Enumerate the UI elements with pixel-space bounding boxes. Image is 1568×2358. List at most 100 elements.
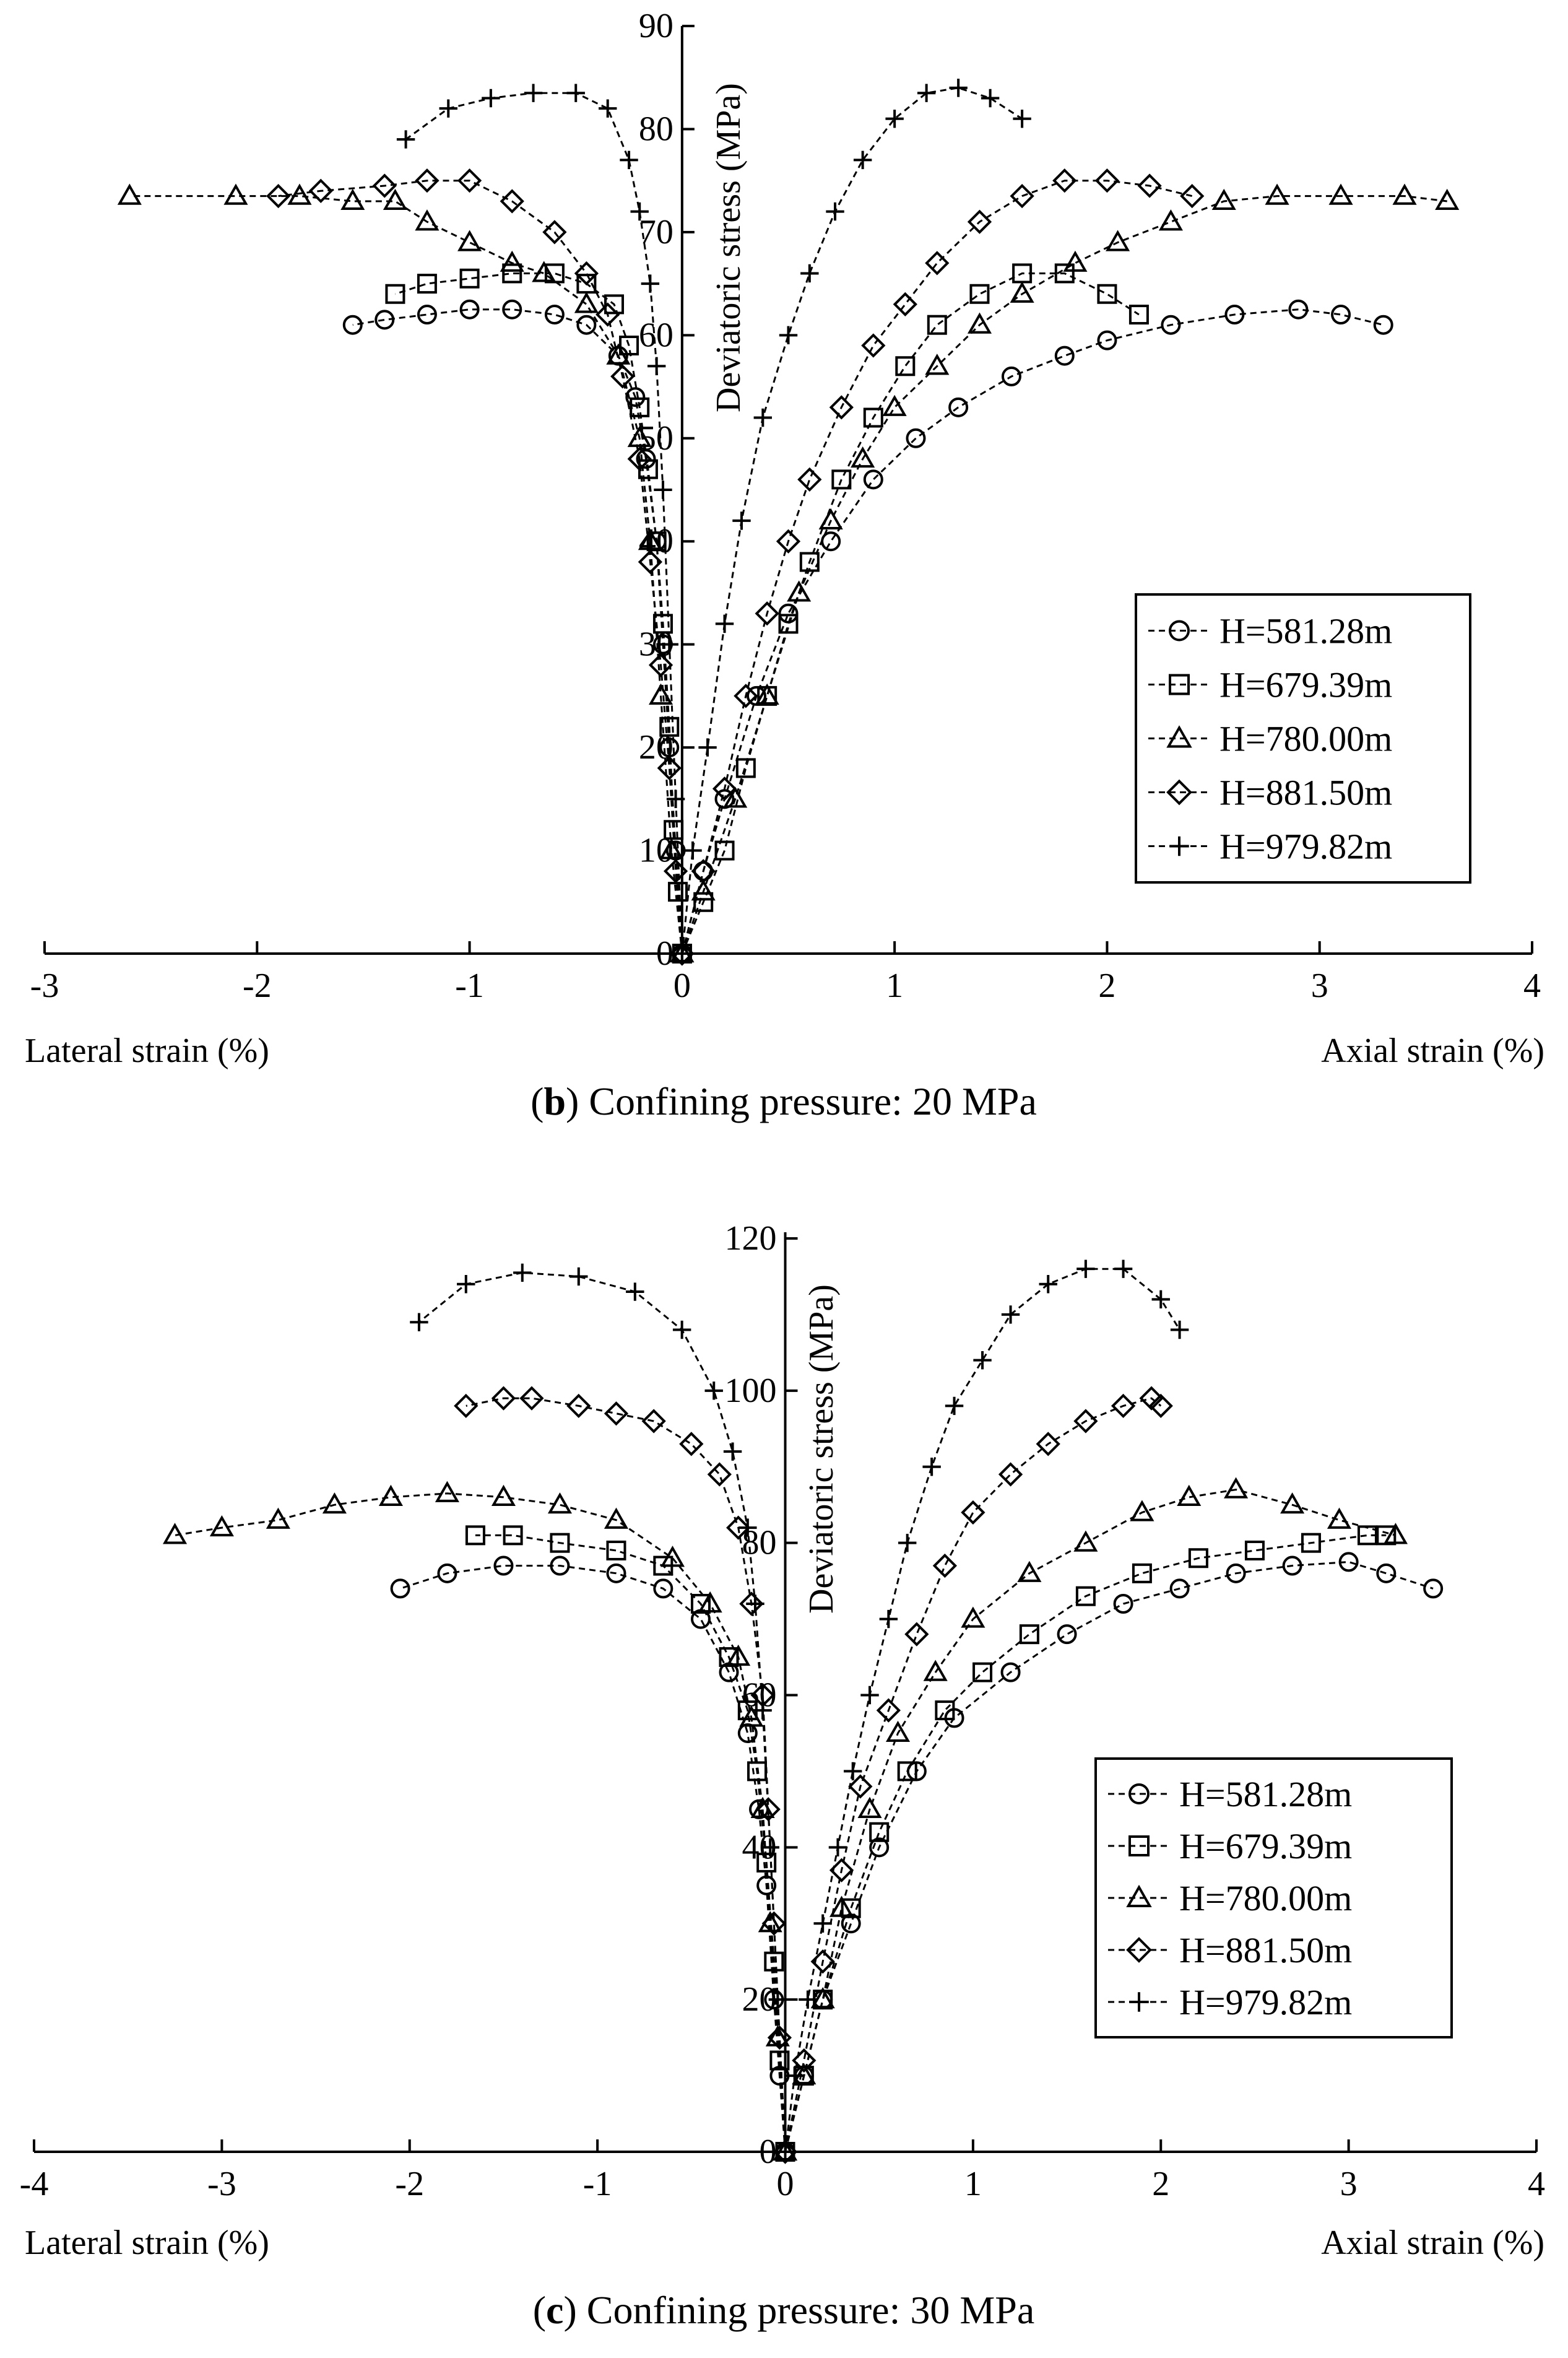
panel-b-lateral-point-square — [502, 263, 522, 284]
panel-b-axial-point-diamond — [1094, 168, 1120, 193]
panel-c-lateral-point-plus — [457, 1275, 475, 1294]
panel-c-lateral-point-plus — [513, 1263, 532, 1282]
panel-c-axial-point-plus — [898, 1533, 917, 1552]
panel-c-lateral-point-diamond — [707, 1462, 732, 1487]
panel-c-axial-point-square — [1075, 1586, 1096, 1606]
panel-c-y-tick-label: 120 — [725, 1219, 777, 1258]
panel-b-axial-point-square — [1054, 263, 1075, 284]
panel-c-lateral-point-diamond — [641, 1409, 666, 1434]
panel-b-caption-letter: b — [544, 1079, 566, 1123]
panel-c-axial-point-square — [869, 1822, 890, 1842]
panel-c-axial-point-circle — [1057, 1624, 1077, 1645]
panel-c-caption: (c) Confining pressure: 30 MPa — [533, 2288, 1035, 2332]
panel-c-axial-point-plus — [776, 2143, 795, 2161]
panel-b-axial-point-square — [1128, 305, 1149, 325]
panel-b-lateral-point-plus — [599, 99, 617, 118]
panel-c-lateral-point-circle — [606, 1563, 626, 1583]
panel-c-lateral-curve — [175, 1492, 786, 2152]
panel-c-lateral-point-triangle — [726, 1644, 751, 1666]
panel-b-axial-point-diamond — [1010, 184, 1034, 209]
panel-b-axial-point-diamond — [1137, 173, 1162, 198]
panel-b-lateral-point-triangle — [287, 183, 312, 205]
panel-b-axial-point-square — [831, 469, 852, 490]
panel-c-axial-curve — [784, 1489, 1396, 2152]
panel-b-axial-point-triangle — [1063, 250, 1088, 272]
panel-b-axial-point-plus — [917, 84, 936, 102]
panel-b-axial-curve — [681, 180, 1193, 954]
panel-c-axial-point-plus — [879, 1609, 898, 1629]
panel-c-axial-point-triangle — [1073, 1530, 1098, 1552]
panel-b-axial-point-triangle — [1435, 188, 1460, 211]
panel-b-axial-point-square — [1097, 284, 1117, 304]
panel-c-lateral-point-plus — [704, 1381, 723, 1400]
panel-c-lateral-point-diamond — [739, 1591, 764, 1616]
panel-c-axial-point-triangle — [857, 1796, 882, 1818]
panel-b-legend-label: H=881.50m — [1219, 773, 1392, 813]
panel-b-lateral-curve — [129, 195, 683, 954]
panel-b-lateral-point-plus — [482, 89, 500, 108]
panel-c-x-tick-label: 4 — [1528, 2165, 1545, 2203]
panel-c-axial-point-diamond — [848, 1774, 873, 1799]
panel-b-axial-point-triangle — [1010, 281, 1034, 303]
panel-c-lateral-curve — [400, 1565, 786, 2152]
panel-c-lateral-point-diamond — [761, 1911, 786, 1936]
panel-c-y-tick-label: 100 — [725, 1372, 777, 1410]
panel-c-x-tick-label: -3 — [207, 2165, 236, 2203]
panel-c-axial-point-square — [1301, 1533, 1321, 1553]
panel-c-lateral-point-circle — [493, 1555, 514, 1576]
panel-b-x-tick-label: 2 — [1098, 967, 1115, 1005]
panel-c-lateral-point-plus — [723, 1442, 742, 1461]
panel-b-lateral-point-circle — [342, 315, 363, 335]
panel-c-axial-point-diamond — [876, 1698, 901, 1723]
panel-c-lateral-point-triangle — [547, 1492, 572, 1514]
panel-b-lateral-point-circle — [375, 310, 395, 330]
panel-b-lateral-point-square — [417, 274, 437, 294]
panel-b-legend-marker-plus — [1169, 836, 1189, 856]
panel-c-axial-point-square — [972, 1662, 993, 1682]
panel-c-x-axis-title-right: Axial strain (%) — [1321, 2224, 1544, 2262]
panel-c-legend-label: H=581.28m — [1179, 1774, 1352, 1814]
panel-b-axial-point-triangle — [723, 786, 748, 808]
panel-c-x-tick-label: -1 — [583, 2165, 612, 2203]
panel-c-lateral-point-diamond — [454, 1393, 479, 1419]
panel-c-axial-point-triangle — [1017, 1560, 1042, 1582]
panel-b-axial-point-circle — [1331, 305, 1351, 325]
panel-b-legend-marker-square — [1169, 674, 1190, 695]
panel-b-axial-point-circle — [1161, 315, 1181, 335]
panel-c-axial-point-diamond — [932, 1553, 957, 1578]
panel-b-lateral-curve — [405, 92, 683, 954]
panel-c-axial-point-square — [1188, 1548, 1208, 1568]
panel-c-y-axis-title: Deviatoric stress (MPa) — [802, 1284, 841, 1614]
panel-b-lateral-point-triangle — [532, 261, 557, 282]
panel-b-lateral-point-circle — [502, 299, 522, 320]
panel-c-x-axis-title-left: Lateral strain (%) — [25, 2224, 269, 2262]
panel-c-lateral-point-diamond — [726, 1515, 751, 1540]
panel-c-series-2 — [162, 1477, 1408, 2161]
panel-b-axial-curve — [681, 272, 1140, 954]
panel-b-lateral-point-plus — [620, 150, 638, 170]
panel-b-lateral-point-diamond — [415, 168, 440, 193]
panel-c-axial-point-triangle — [810, 1987, 835, 2009]
panel-b-series-2 — [117, 183, 1460, 963]
panel-c-legend-label: H=780.00m — [1179, 1878, 1352, 1918]
panel-c-axial-curve — [784, 1397, 1162, 2152]
panel-b-lateral-point-plus — [566, 84, 585, 102]
panel-b-caption-text: Confining pressure: 20 MPa — [589, 1079, 1037, 1123]
panel-c-lateral-point-triangle — [604, 1507, 629, 1529]
panel-b-x-tick-label: -1 — [455, 967, 484, 1005]
panel-b-lateral-point-triangle — [574, 292, 599, 313]
panel-b-axial-point-square — [778, 614, 799, 634]
panel-c-x-tick-label: 1 — [964, 2165, 982, 2203]
panel-c-lateral-point-plus — [672, 1320, 691, 1339]
panel-b-lateral-point-diamond — [372, 173, 397, 198]
panel-c-lateral-point-triangle — [162, 1523, 188, 1544]
panel-b-lateral-point-square — [664, 820, 684, 840]
panel-b-lateral-point-diamond — [648, 653, 674, 677]
panel-c-x-tick-label: 0 — [777, 2165, 794, 2203]
panel-c-lateral-point-plus — [768, 1990, 787, 2009]
panel-b-caption-close: ) — [566, 1079, 589, 1123]
panel-b-axial-point-triangle — [1106, 230, 1130, 251]
panel-c-axial-point-triangle — [1177, 1484, 1202, 1506]
panel-c-legend-marker-triangle — [1126, 1884, 1152, 1907]
